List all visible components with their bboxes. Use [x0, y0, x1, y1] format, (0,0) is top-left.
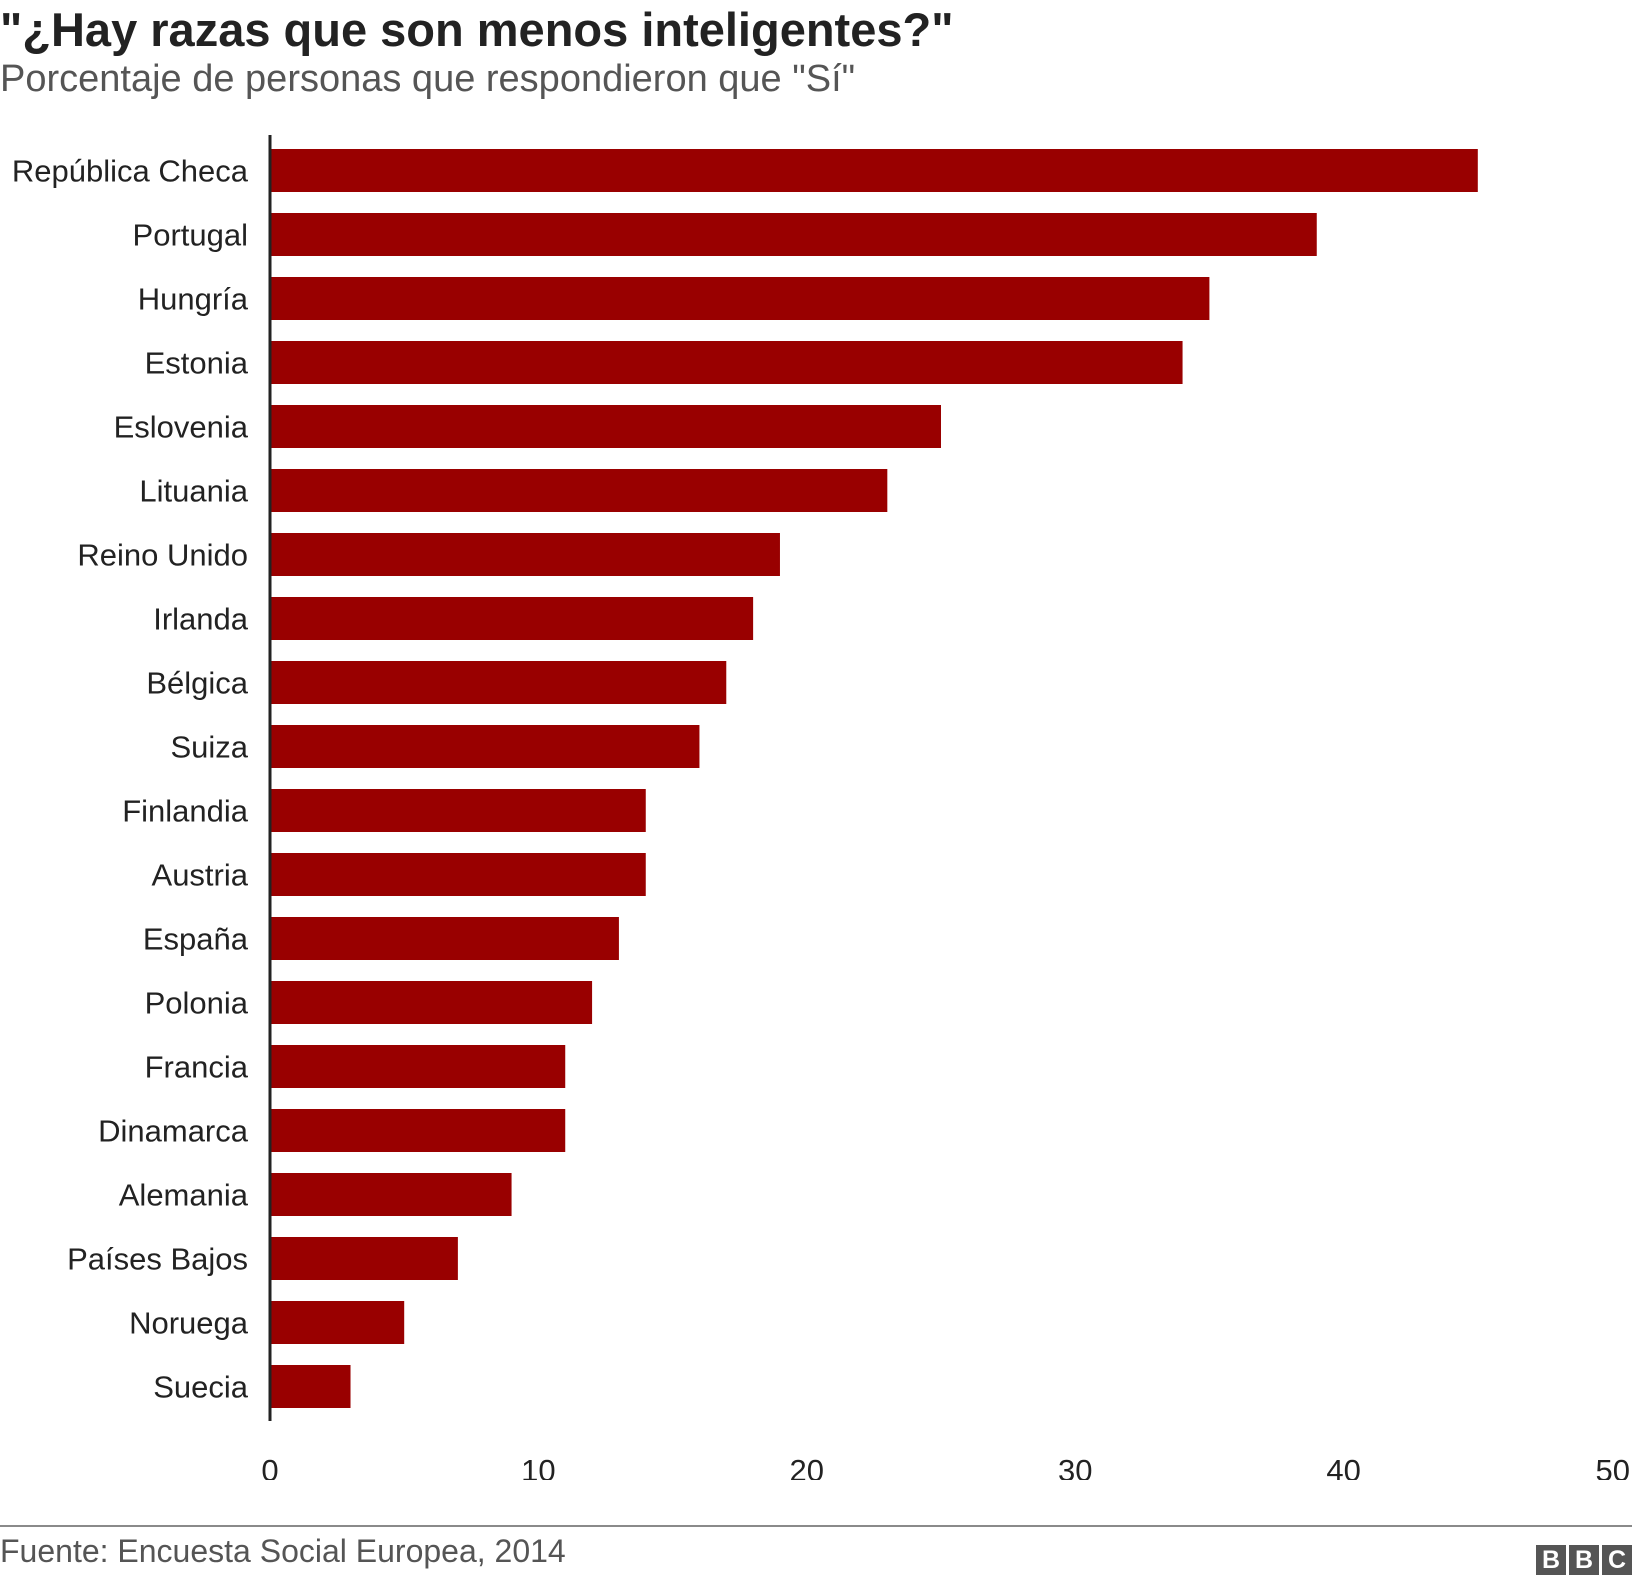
- category-label-11: Austria: [152, 858, 249, 893]
- bar-17: [270, 1237, 458, 1280]
- bar-4: [270, 405, 941, 448]
- category-label-16: Alemania: [119, 1178, 249, 1213]
- chart-subtitle: Porcentaje de personas que respondieron …: [0, 58, 856, 100]
- category-label-8: Bélgica: [146, 666, 248, 701]
- category-label-19: Suecia: [153, 1370, 249, 1405]
- logo-letter-3: C: [1602, 1545, 1632, 1575]
- category-label-2: Hungría: [138, 282, 249, 317]
- x-tick-label-2: 20: [790, 1453, 824, 1480]
- x-tick-label-5: 50: [1596, 1453, 1630, 1480]
- category-label-17: Países Bajos: [67, 1242, 248, 1277]
- x-tick-label-1: 10: [521, 1453, 555, 1480]
- x-tick-label-3: 30: [1058, 1453, 1092, 1480]
- bar-9: [270, 725, 700, 768]
- chart-title: "¿Hay razas que son menos inteligentes?": [0, 3, 954, 56]
- bar-10: [270, 789, 646, 832]
- bar-11: [270, 853, 646, 896]
- category-label-0: República Checa: [12, 154, 249, 189]
- category-label-9: Suiza: [170, 730, 248, 765]
- bar-6: [270, 533, 780, 576]
- bar-13: [270, 981, 593, 1024]
- bar-3: [270, 341, 1183, 384]
- category-label-10: Finlandia: [122, 794, 249, 829]
- category-label-14: Francia: [145, 1050, 249, 1085]
- bar-2: [270, 277, 1210, 320]
- category-label-7: Irlanda: [153, 602, 249, 637]
- footer-divider: [0, 1525, 1632, 1527]
- bbc-logo: B B C: [1536, 1545, 1632, 1575]
- bar-16: [270, 1173, 512, 1216]
- x-tick-label-0: 0: [261, 1453, 278, 1480]
- category-label-1: Portugal: [133, 218, 248, 253]
- category-label-13: Polonia: [145, 986, 249, 1021]
- x-tick-label-4: 40: [1326, 1453, 1360, 1480]
- bar-19: [270, 1365, 351, 1408]
- bar-14: [270, 1045, 566, 1088]
- logo-letter-2: B: [1569, 1545, 1599, 1575]
- logo-letter-1: B: [1536, 1545, 1566, 1575]
- bar-0: [270, 149, 1478, 192]
- bar-7: [270, 597, 754, 640]
- category-label-6: Reino Unido: [77, 538, 248, 573]
- category-label-5: Lituania: [139, 474, 248, 509]
- bar-8: [270, 661, 727, 704]
- category-label-4: Eslovenia: [114, 410, 249, 445]
- bar-12: [270, 917, 619, 960]
- bar-1: [270, 213, 1317, 256]
- category-label-15: Dinamarca: [98, 1114, 249, 1149]
- category-label-12: España: [143, 922, 249, 957]
- source-note: Fuente: Encuesta Social Europea, 2014: [0, 1533, 566, 1569]
- category-label-18: Noruega: [129, 1306, 249, 1341]
- bar-5: [270, 469, 888, 512]
- bar-15: [270, 1109, 566, 1152]
- category-label-3: Estonia: [145, 346, 249, 381]
- bar-chart: República Checa Portugal Hungría Estonia Esl…: [12, 135, 1630, 1480]
- bar-18: [270, 1301, 405, 1344]
